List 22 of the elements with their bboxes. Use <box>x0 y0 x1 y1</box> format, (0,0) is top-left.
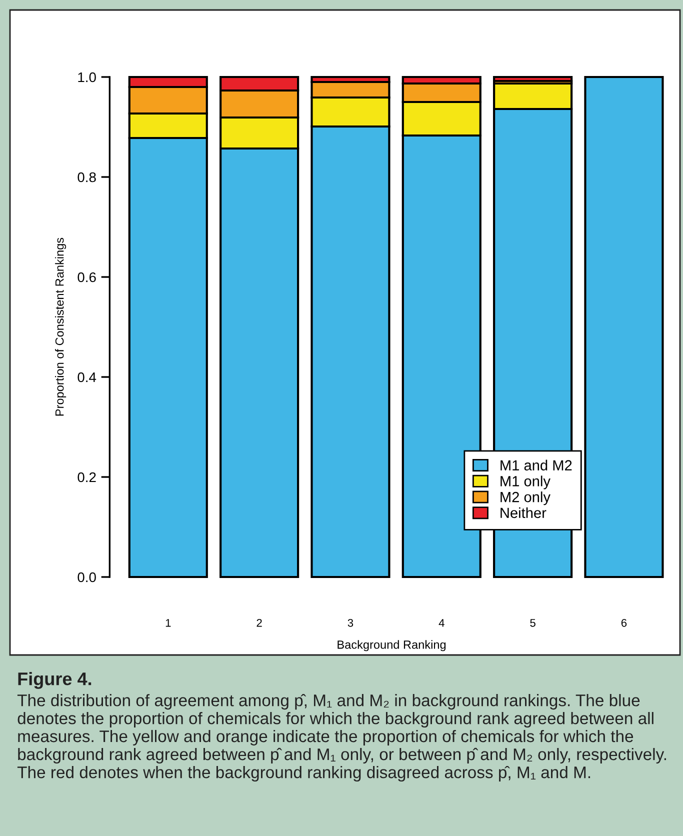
bar <box>584 76 664 578</box>
legend-label: Neither <box>500 507 546 518</box>
y-tick-label: 1.0 <box>78 72 96 82</box>
caption: Figure 4. <box>18 672 92 689</box>
y-tick-label: 0.0 <box>78 572 96 582</box>
x-tick-label: 3 <box>348 618 354 627</box>
x-tick-label: 5 <box>530 619 536 627</box>
bar <box>493 76 573 82</box>
legend-label: M1 only <box>500 476 550 490</box>
y-axis-title: Proportion of Consistent Rankings <box>55 238 66 416</box>
x-tick-label: 6 <box>621 618 627 627</box>
y-tick-label: 0.6 <box>78 272 96 282</box>
x-tick-label: 1 <box>166 619 171 627</box>
text: The distribution of agreement among p̂, M₁ and M₂ in background rankings. The blue denotes the proportion of chemicals for which the background rank agreed between all measures. The yellow and orange indicate the proportion of chemicals for which the background rank agreed between p̂ and M₁ only, or between p̂ and M₂ only, respectively. The red denotes when the background ranking disagreed across p̂, M₁ and M. <box>17 694 666 782</box>
y-tick-label: 0.8 <box>78 172 96 182</box>
y-tick-label: 0.2 <box>78 472 96 482</box>
legend-label: M1 and M2 <box>500 460 572 470</box>
legend-label: M2 only <box>500 492 550 506</box>
x-tick-label: 2 <box>256 618 262 627</box>
x-axis-title: Background Ranking <box>338 640 446 652</box>
y-tick-label: 0.4 <box>78 372 96 382</box>
x-tick-label: 4 <box>438 619 444 627</box>
